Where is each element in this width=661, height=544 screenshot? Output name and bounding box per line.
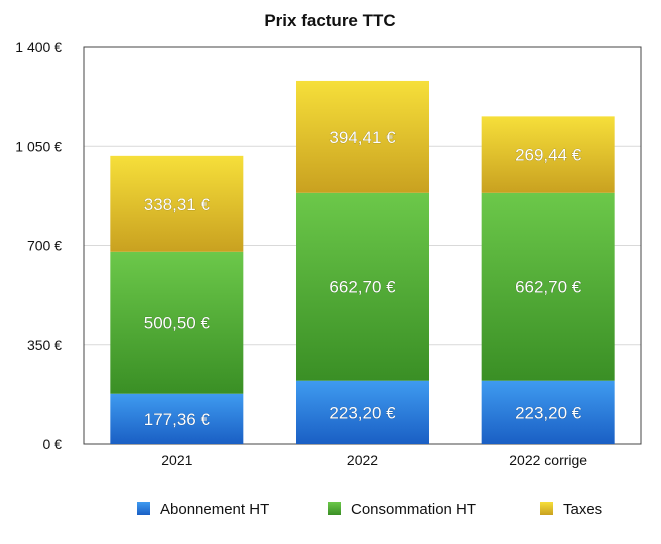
data-label: 223,20 € (515, 403, 582, 422)
bar-segment (481, 380, 615, 444)
bar-segment (296, 380, 429, 444)
bar-segment (481, 116, 615, 193)
legend-label: Taxes (563, 501, 602, 518)
bar-segment (110, 393, 244, 444)
data-label: 177,36 € (144, 410, 211, 429)
data-label: 662,70 € (515, 278, 582, 297)
bar-segment (110, 155, 244, 252)
data-label: 500,50 € (144, 314, 211, 333)
bar-segment (110, 251, 244, 394)
bar-segment (296, 192, 429, 381)
legend-swatch (540, 502, 553, 515)
x-tick-label: 2022 (347, 452, 378, 468)
y-tick-label: 0 € (43, 436, 63, 452)
bar-segment (296, 80, 429, 193)
legend-label: Consommation HT (351, 501, 476, 518)
y-tick-label: 1 400 € (15, 39, 62, 55)
data-label: 662,70 € (329, 278, 396, 297)
data-label: 338,31 € (144, 195, 211, 214)
data-label: 269,44 € (515, 146, 582, 165)
data-label: 223,20 € (329, 403, 396, 422)
legend-label: Abonnement HT (160, 501, 269, 518)
legend-item: Consommation HT (328, 501, 476, 518)
bar-segment (481, 192, 615, 381)
y-tick-label: 1 050 € (15, 138, 62, 154)
legend-item: Taxes (540, 501, 602, 518)
data-label: 394,41 € (329, 128, 396, 147)
x-tick-label: 2021 (161, 452, 192, 468)
chart-title: Prix facture TTC (264, 11, 395, 30)
x-tick-label: 2022 corrige (509, 452, 587, 468)
y-tick-label: 350 € (27, 337, 62, 353)
legend-item: Abonnement HT (137, 501, 269, 518)
legend-swatch (328, 502, 341, 515)
y-tick-label: 700 € (27, 238, 62, 254)
legend-swatch (137, 502, 150, 515)
